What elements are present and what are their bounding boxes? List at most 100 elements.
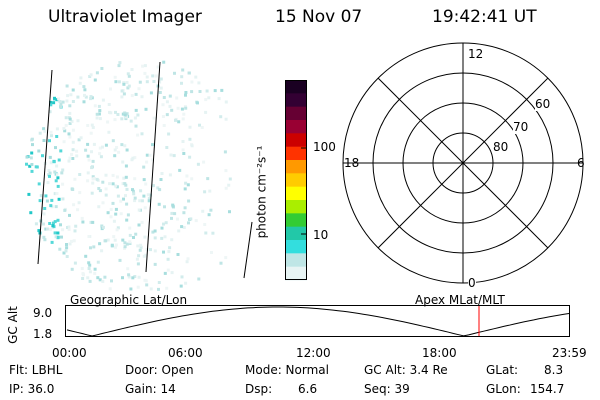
uv-pixel: [188, 155, 192, 159]
uv-pixel: [168, 104, 172, 108]
uv-pixel: [57, 158, 61, 162]
uv-pixel: [114, 80, 118, 84]
uv-pixel: [29, 211, 33, 215]
uv-pixel: [52, 221, 55, 225]
uv-pixel: [159, 86, 163, 90]
uv-pixel: [130, 94, 134, 98]
uv-pixel: [41, 154, 44, 158]
uv-pixel: [77, 201, 81, 205]
uv-pixel: [125, 218, 129, 222]
uv-pixel: [188, 125, 192, 129]
uv-pixel: [129, 119, 133, 123]
uv-pixel: [38, 199, 42, 203]
lat-label-70: 70: [513, 120, 529, 134]
altitude-ytick-1-8: 1.8: [33, 327, 53, 341]
uv-pixel: [104, 187, 108, 191]
colorbar-stripe: [285, 173, 307, 188]
uv-pixel: [111, 173, 115, 177]
uv-pixel: [100, 224, 104, 228]
uv-pixel: [166, 257, 170, 261]
uv-pixel: [117, 150, 121, 154]
uv-pixel: [163, 235, 167, 239]
uv-pixel: [72, 239, 76, 243]
uv-pixel: [64, 123, 68, 127]
uv-pixel: [89, 73, 93, 77]
uv-pixel: [136, 262, 140, 266]
uv-pixel: [67, 225, 71, 229]
uv-pixel: [74, 224, 78, 228]
uv-pixel: [115, 228, 119, 232]
uv-pixel: [68, 156, 72, 160]
uv-pixel: [38, 131, 42, 135]
uv-pixel: [167, 250, 171, 254]
uv-pixel: [154, 74, 158, 78]
image-edge-line: [145, 61, 161, 273]
uv-pixel: [167, 132, 171, 136]
uv-pixel: [149, 287, 153, 291]
uv-image: [25, 60, 253, 291]
uv-pixel: [182, 211, 186, 215]
uv-pixel: [133, 177, 137, 181]
uv-pixel: [197, 81, 201, 85]
gc-alt-info: GC Alt: 3.4 Re: [364, 363, 448, 377]
uv-pixel: [89, 95, 93, 99]
uv-pixel: [181, 68, 185, 72]
uv-pixel: [127, 74, 131, 78]
uv-pixel: [48, 227, 52, 231]
uv-pixel: [190, 90, 194, 94]
uv-pixel: [169, 153, 173, 157]
uv-pixel: [106, 120, 110, 124]
uv-pixel: [220, 88, 224, 92]
uv-pixel: [160, 226, 164, 230]
uv-pixel: [187, 71, 191, 75]
uv-pixel: [122, 197, 125, 201]
uv-pixel: [144, 182, 148, 186]
colorbar-stripe: [285, 266, 307, 281]
uv-pixel: [210, 251, 213, 254]
uv-pixel: [170, 216, 173, 220]
uv-pixel: [48, 155, 52, 159]
uv-pixel: [67, 227, 71, 231]
uv-pixel: [132, 189, 135, 193]
uv-pixel: [149, 193, 152, 197]
uv-pixel: [63, 129, 67, 133]
uv-pixel: [189, 217, 193, 221]
uv-pixel: [134, 232, 138, 236]
uv-pixel: [77, 138, 81, 142]
uv-pixel: [71, 88, 75, 92]
uv-pixel: [166, 268, 170, 272]
uv-pixel: [80, 216, 84, 220]
uv-pixel: [79, 136, 83, 140]
uv-pixel: [124, 175, 128, 179]
uv-pixel: [184, 181, 188, 185]
uv-pixel: [48, 222, 52, 225]
uv-pixel: [122, 81, 126, 85]
colorbar-stripe: [285, 120, 307, 134]
uv-pixel: [97, 205, 101, 209]
uv-pixel: [73, 229, 77, 233]
uv-pixel: [82, 100, 86, 104]
uv-pixel: [70, 152, 74, 156]
uv-pixel: [106, 211, 110, 215]
colorbar-stripe: [285, 253, 307, 268]
uv-pixel: [190, 177, 194, 181]
uv-pixel: [205, 89, 209, 93]
uv-pixel: [55, 164, 59, 168]
uv-pixel: [163, 205, 166, 209]
uv-pixel: [98, 242, 102, 246]
uv-pixel: [95, 112, 99, 116]
uv-pixel: [61, 228, 65, 232]
lat-label-60: 60: [535, 97, 551, 111]
uv-pixel: [168, 94, 172, 98]
uv-pixel: [62, 127, 66, 131]
uv-pixel: [30, 169, 34, 173]
uv-pixel: [160, 172, 164, 175]
uv-pixel: [108, 182, 112, 186]
ip-info: IP: 36.0: [9, 382, 55, 396]
uv-pixel: [42, 212, 46, 216]
uv-pixel: [91, 177, 95, 181]
uv-pixel: [161, 103, 165, 107]
uv-pixel: [134, 92, 138, 96]
uv-pixel: [143, 206, 147, 210]
uv-pixel: [123, 246, 126, 250]
